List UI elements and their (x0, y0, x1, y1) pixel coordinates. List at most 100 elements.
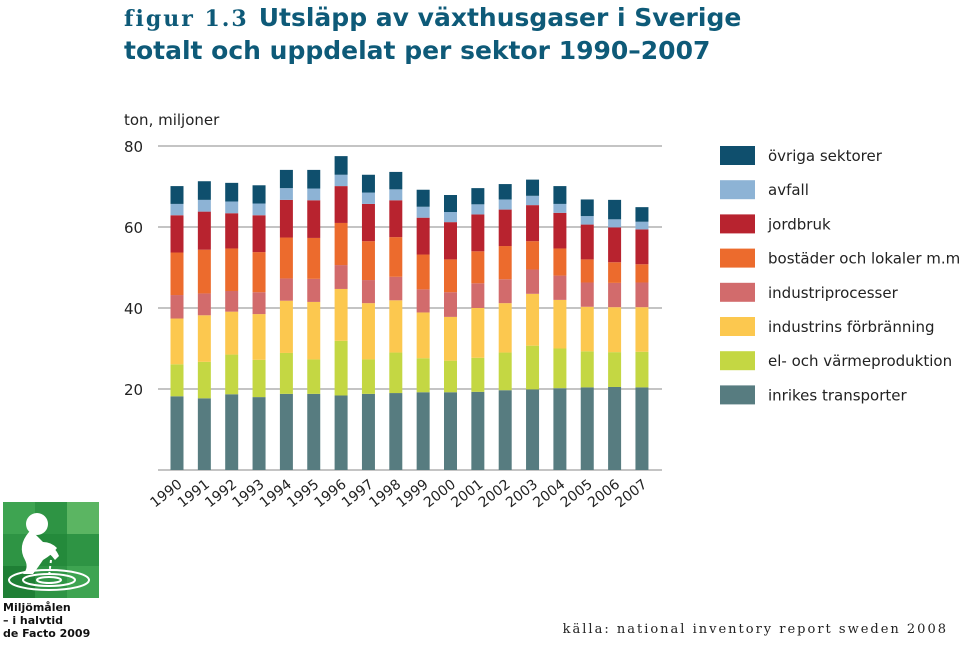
bar-segment (416, 312, 430, 359)
bar-segment (471, 391, 485, 470)
logo-caption: Miljömålen – i halvtid de Facto 2009 (3, 601, 90, 640)
bar-segment (334, 265, 348, 289)
bar-segment (608, 219, 622, 228)
bar-segment (635, 207, 649, 222)
bar-segment (635, 282, 649, 308)
bar-segment (580, 282, 594, 307)
bar-segment (416, 392, 430, 470)
bar-segment (307, 237, 321, 279)
bar-segment (471, 214, 485, 252)
bar-segment (197, 181, 211, 200)
child-drinking-icon (3, 502, 99, 598)
bar-segment (635, 387, 649, 470)
bar-segment (389, 276, 403, 301)
y-tick-label: 20 (124, 381, 143, 399)
bar-segment (334, 222, 348, 266)
bar-segment (553, 299, 567, 349)
bar-segment (608, 386, 622, 470)
bar-segment (361, 303, 375, 360)
legend-label: avfall (768, 181, 809, 199)
bar-segment (444, 222, 457, 260)
legend-swatch (720, 146, 755, 165)
bar-segment (553, 212, 567, 249)
bar-segment (635, 221, 649, 230)
bar-segment (389, 237, 403, 277)
bar-segment (252, 314, 266, 360)
bar-segment (580, 387, 594, 470)
title-line-1: Utsläpp av växthusgaser i Sverige (258, 3, 742, 32)
bar-segment (389, 189, 403, 201)
bar-segment (608, 352, 622, 387)
legend-swatch (720, 214, 755, 234)
title-line-2: totalt och uppdelat per sektor 1990–2007 (124, 36, 711, 65)
bar-segment (471, 357, 485, 392)
bar-segment (526, 195, 540, 206)
y-tick-label: 80 (124, 138, 143, 156)
bar-segment (498, 246, 512, 280)
bar-segment (225, 394, 239, 470)
bar-segment (498, 352, 512, 391)
bar-segment (279, 237, 293, 279)
bar-segment (444, 360, 457, 393)
legend-label: övriga sektorer (768, 147, 883, 165)
bar-segment (580, 199, 594, 217)
bar-segment (225, 290, 239, 312)
bar-segment (170, 203, 184, 216)
figure-label: figur 1.3 (124, 6, 249, 32)
y-axis-label: ton, miljoner (124, 111, 220, 129)
bar-segment (635, 229, 649, 265)
bar-segment (361, 174, 375, 193)
bar-segment (553, 248, 567, 276)
bar-segment (170, 364, 184, 397)
bar-segment (307, 278, 321, 302)
bar-segment (334, 288, 348, 341)
bar-segment (444, 195, 457, 213)
bar-segment (444, 392, 457, 470)
bar-segment (526, 389, 540, 470)
bar-segment (580, 216, 594, 225)
bar-segment (170, 186, 184, 204)
bar-segment (635, 307, 649, 352)
bar-segment (361, 359, 375, 394)
bar-segment (307, 200, 321, 238)
bar-segment (361, 203, 375, 242)
bar-segment (197, 199, 211, 212)
bar-segment (471, 283, 485, 308)
miljomalen-logo (3, 502, 99, 598)
bar-segment (389, 352, 403, 394)
bar-segment (498, 199, 512, 210)
legend-label: el- och värmeproduktion (768, 352, 952, 370)
bar-segment (361, 280, 375, 304)
bar-segment (608, 227, 622, 263)
bar-segment (471, 188, 485, 205)
legend-label: inrikes transporter (768, 386, 908, 404)
bar-segment (635, 264, 649, 283)
bar-segment (279, 278, 293, 301)
bar-segment (526, 241, 540, 270)
bar-segment (526, 205, 540, 242)
bar-segment (279, 393, 293, 470)
bar-segment (416, 289, 430, 313)
legend: övriga sektorer avfall jordbruk bostäder oc… (720, 146, 960, 405)
legend-swatch (720, 248, 755, 268)
bar-segment (471, 204, 485, 215)
bar-segment (252, 292, 266, 315)
bar-segment (471, 251, 485, 284)
bar-segment (252, 359, 266, 398)
bar-segment (498, 279, 512, 304)
bar-segment (225, 311, 239, 355)
bar-segment (526, 345, 540, 390)
legend-label: jordbruk (767, 215, 831, 233)
bar-segment (553, 275, 567, 300)
source-note: källa: national inventory report sweden … (562, 622, 948, 637)
bar-segment (444, 259, 457, 293)
bar-segment (225, 182, 239, 202)
bar-segment (197, 249, 211, 294)
bar-segment (225, 248, 239, 291)
legend-swatch (720, 385, 755, 405)
y-tick-label: 40 (124, 300, 143, 318)
legend-label: industriprocesser (768, 284, 899, 302)
x-axis-ticks: 1990199119921993199419951996199719981999… (148, 476, 651, 511)
bar-segment (389, 393, 403, 470)
